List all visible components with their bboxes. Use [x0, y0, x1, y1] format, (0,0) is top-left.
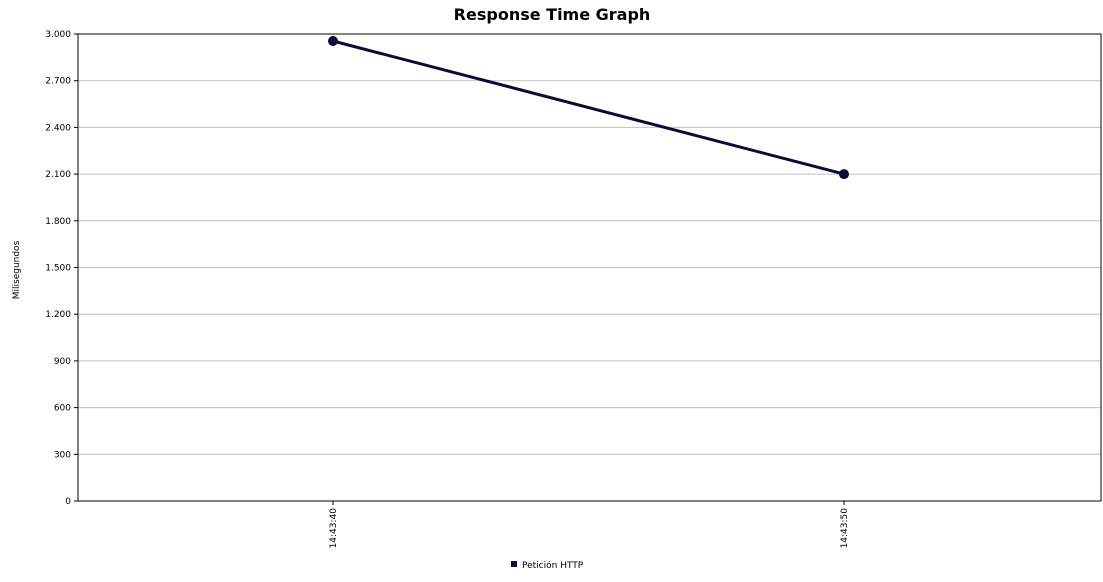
- series-line: [332, 39, 845, 176]
- y-tick-label: 0: [65, 497, 71, 507]
- y-tick-label: 2.700: [45, 77, 71, 87]
- y-tick-label: 1.500: [45, 264, 71, 274]
- y-tick-label: 2.400: [45, 123, 71, 133]
- chart-title: Response Time Graph: [454, 5, 651, 24]
- y-axis-ticks: 0 300 600 900 1.200 1.500 1.800 2.100 2.400 2.700…: [45, 30, 78, 507]
- y-tick-label: 2.100: [45, 170, 71, 180]
- legend: Petición HTTP: [511, 560, 584, 571]
- y-tick-label: 1.200: [45, 310, 71, 320]
- y-tick-label: 300: [54, 450, 71, 460]
- legend-swatch: [511, 561, 517, 567]
- legend-label: Petición HTTP: [522, 560, 584, 571]
- x-axis-ticks: 14:43:40 14:43:50: [329, 501, 850, 548]
- plot-area: [77, 33, 1102, 502]
- y-tick-label: 600: [54, 404, 71, 414]
- data-point: [328, 36, 338, 47]
- y-tick-label: 3.000: [45, 30, 71, 40]
- y-tick-label: 1.800: [45, 217, 71, 227]
- y-axis-label: Milisegundos: [12, 240, 22, 299]
- gridlines: [78, 80, 1101, 455]
- y-tick-label: 900: [54, 357, 71, 367]
- series-layer: [328, 36, 849, 180]
- data-point: [839, 169, 849, 180]
- x-tick-label: 14:43:50: [840, 508, 850, 549]
- x-tick-label: 14:43:40: [329, 508, 339, 549]
